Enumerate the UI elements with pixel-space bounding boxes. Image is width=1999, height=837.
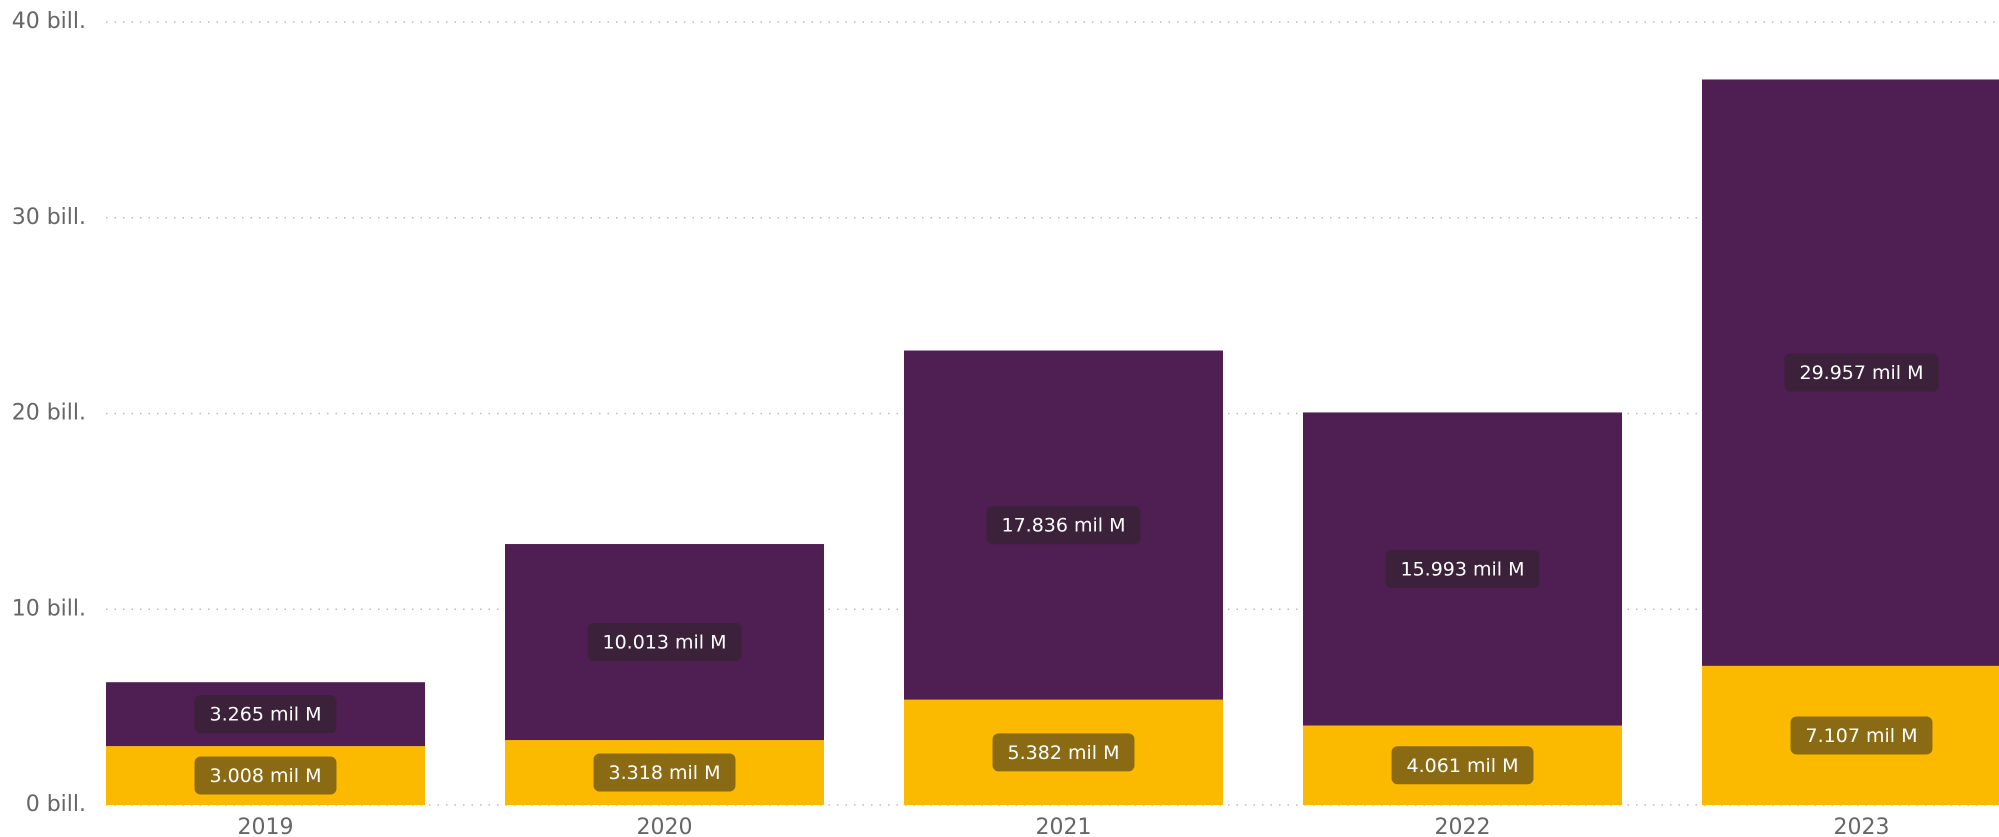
data-label-text: 3.318 mil M: [609, 762, 721, 784]
data-label-text: 29.957 mil M: [1799, 362, 1923, 384]
x-tick-label: 2023: [1834, 815, 1890, 837]
data-label: 3.265 mil M: [194, 695, 337, 734]
y-tick-label: 0 bill.: [26, 792, 86, 817]
x-tick-label: 2022: [1435, 815, 1491, 837]
data-label: 29.957 mil M: [1784, 353, 1939, 392]
data-label-text: 10.013 mil M: [602, 632, 726, 654]
data-label-bg: [587, 623, 742, 662]
y-tick-label: 30 bill.: [12, 205, 86, 230]
x-tick-label: 2021: [1036, 815, 1092, 837]
data-label-bg: [194, 756, 337, 795]
data-label-bg: [593, 753, 736, 792]
data-label-bg: [1784, 353, 1939, 392]
data-label-text: 17.836 mil M: [1001, 515, 1125, 537]
y-tick-label: 10 bill.: [12, 596, 86, 621]
y-tick-label: 20 bill.: [12, 401, 86, 426]
data-label: 4.061 mil M: [1391, 746, 1534, 785]
data-label-bg: [194, 695, 337, 734]
data-label-bg: [992, 733, 1135, 772]
data-label-bg: [1391, 746, 1534, 785]
data-label-bg: [1385, 549, 1540, 588]
data-label-bg: [986, 506, 1141, 545]
data-label: 15.993 mil M: [1385, 549, 1540, 588]
data-label: 3.008 mil M: [194, 756, 337, 795]
data-label-text: 5.382 mil M: [1008, 742, 1120, 764]
data-label-text: 4.061 mil M: [1407, 755, 1519, 777]
data-label: 17.836 mil M: [986, 506, 1141, 545]
data-label: 5.382 mil M: [992, 733, 1135, 772]
data-label-text: 3.008 mil M: [210, 765, 322, 787]
y-tick-label: 40 bill.: [12, 9, 86, 34]
x-tick-label: 2020: [637, 815, 693, 837]
data-label-text: 15.993 mil M: [1400, 558, 1524, 580]
data-label: 10.013 mil M: [587, 623, 742, 662]
data-label-text: 7.107 mil M: [1806, 725, 1918, 747]
data-label-text: 3.265 mil M: [210, 704, 322, 726]
data-label: 3.318 mil M: [593, 753, 736, 792]
x-tick-label: 2019: [238, 815, 294, 837]
data-label: 7.107 mil M: [1790, 716, 1933, 755]
data-label-bg: [1790, 716, 1933, 755]
